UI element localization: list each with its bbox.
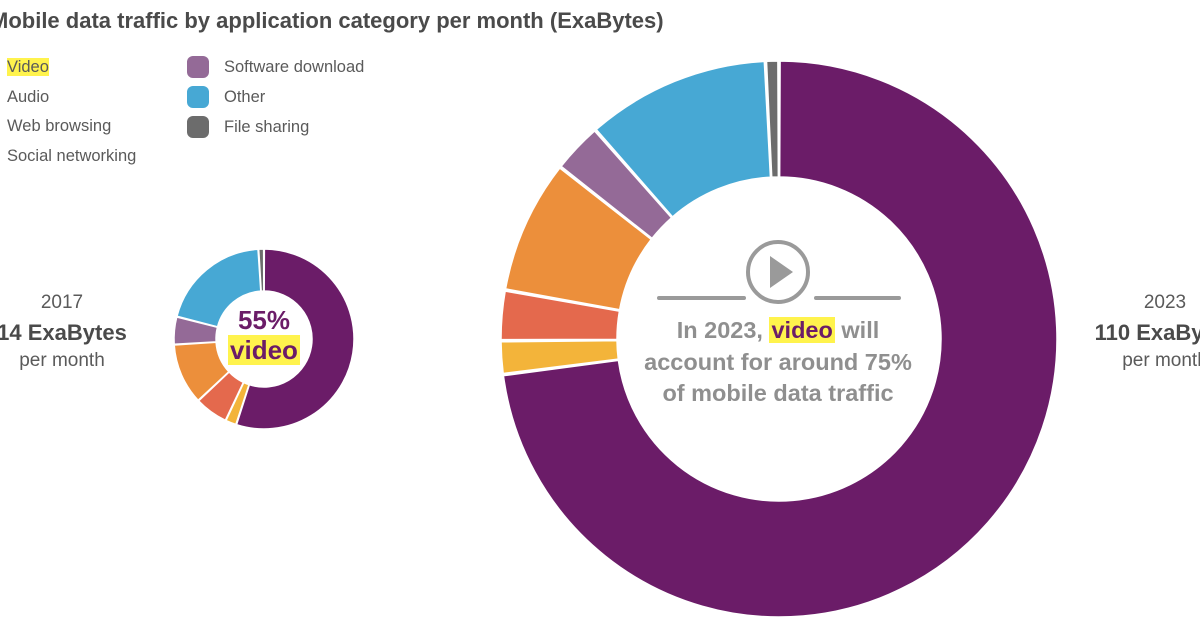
chart-title: Mobile data traffic by application categ… bbox=[0, 8, 664, 33]
legend-item-audio[interactable]: Audio bbox=[7, 86, 49, 108]
year-label: 2017 bbox=[40, 292, 84, 313]
legend-label: Other bbox=[224, 88, 266, 106]
center-percent: 55% bbox=[237, 305, 291, 335]
legend-label: File sharing bbox=[224, 118, 310, 136]
donut-2023 bbox=[500, 60, 1058, 618]
callout-text: In 2023, video will account for around 7… bbox=[640, 315, 916, 410]
slice-video[interactable] bbox=[502, 60, 1058, 618]
slice-audio[interactable] bbox=[500, 339, 620, 375]
legend-label: Web browsing bbox=[7, 117, 112, 135]
legend-swatch bbox=[187, 86, 209, 108]
slice-file-sharing[interactable] bbox=[765, 60, 780, 178]
legend-label: Social networking bbox=[7, 147, 137, 165]
callout-after: will account for around 75% of mobile da… bbox=[644, 317, 912, 406]
legend-swatch bbox=[187, 116, 209, 138]
unit-label: per month bbox=[1122, 350, 1200, 371]
slice-web-browsing[interactable] bbox=[500, 290, 621, 341]
total-label: 110 ExaBytes bbox=[1094, 320, 1200, 345]
total-label: 14 ExaBytes bbox=[0, 320, 127, 345]
slice-social-networking[interactable] bbox=[504, 167, 653, 311]
legend-item-web-browsing[interactable]: Web browsing bbox=[7, 115, 111, 137]
legend-item-social-networking[interactable]: Social networking bbox=[7, 145, 136, 167]
year-block-2023: 2023 110 ExaBytes per month bbox=[1075, 292, 1200, 372]
slice-other[interactable] bbox=[595, 60, 772, 218]
unit-label: per month bbox=[19, 350, 105, 371]
slice-file-sharing[interactable] bbox=[257, 248, 265, 292]
legend-item-video[interactable]: Video bbox=[7, 56, 49, 78]
legend: Video Audio Web browsing Social networki… bbox=[0, 0, 420, 180]
legend-swatch bbox=[187, 56, 209, 78]
center-category: video bbox=[228, 335, 300, 365]
year-block-2017: 2017 14 ExaBytes per month bbox=[0, 292, 152, 372]
legend-label: Video bbox=[7, 58, 49, 76]
callout-highlight: video bbox=[769, 317, 835, 343]
center-label-2017: 55% video bbox=[224, 305, 304, 370]
slice-software-download[interactable] bbox=[560, 129, 673, 240]
slice-other[interactable] bbox=[176, 248, 262, 328]
donut-2017 bbox=[173, 248, 355, 430]
year-label: 2023 bbox=[1143, 292, 1187, 313]
legend-label: Audio bbox=[7, 88, 50, 106]
legend-label: Software download bbox=[224, 58, 365, 76]
callout-before: In 2023, bbox=[676, 317, 770, 343]
slice-video[interactable] bbox=[235, 248, 355, 430]
play-icon bbox=[746, 240, 810, 304]
